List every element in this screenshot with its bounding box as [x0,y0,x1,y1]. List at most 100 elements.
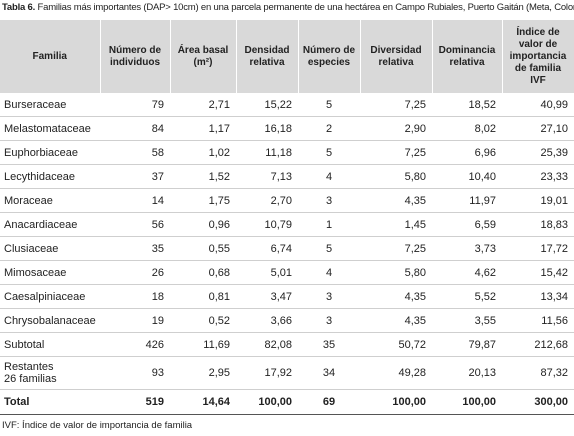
header-cell: Número de especies [298,20,361,93]
table-cell: 1,02 [170,140,236,165]
table-cell: 2 [298,116,360,141]
table-cell: Melastomataceae [0,116,100,141]
table-cell: 3 [298,284,360,309]
table-cell: Moraceae [0,188,100,213]
table-row: Melastomataceae 84 1,17 16,18 2 2,90 8,02 27,10 [0,116,574,141]
table-cell: 5 [298,140,360,165]
table-cell: 35 [100,236,170,261]
table-cell: 5 [298,236,360,261]
table-cell: 0,52 [170,308,236,333]
cell-line: 26 familias [4,373,57,385]
table-cell: 7,25 [360,236,432,261]
table-row: Clusiaceae 35 0,55 6,74 5 7,25 3,73 17,72 [0,236,574,261]
table-cell: 25,39 [502,140,574,165]
table-cell: 15,42 [502,260,574,285]
table-cell: 4 [298,260,360,285]
table-cell: 14,64 [170,389,236,415]
footnote: IVF: Índice de valor de importancia de f… [2,420,193,431]
table-cell: 212,68 [502,332,574,357]
table-row: Subtotal 426 11,69 82,08 35 50,72 79,87 212,68 [0,332,574,357]
cell-line: Restantes [4,361,54,373]
header-cell: Área basal (m²) [170,20,237,93]
table: Familia Número de individuos Área basal (m… [0,20,574,415]
table-cell: 1,17 [170,116,236,141]
table-cell: 519 [100,389,170,415]
table-row: Caesalpiniaceae 18 0,81 3,47 3 4,35 5,52 13,34 [0,284,574,309]
table-cell: Chrysobalanaceae [0,308,100,333]
table-cell: Total [0,389,100,415]
table-cell: 23,33 [502,164,574,189]
table-cell: 7,25 [360,140,432,165]
table-cell: 3,66 [236,308,298,333]
header-cell: Índice de valor de importancia de famili… [502,20,574,93]
table-cell: 100,00 [360,389,432,415]
table-cell: 5,52 [432,284,502,309]
table-cell: 7,25 [360,93,432,117]
table-cell: 4,62 [432,260,502,285]
table-cell: 0,68 [170,260,236,285]
table-cell: 2,90 [360,116,432,141]
header-cell: Familia [0,20,101,93]
table-cell: 4,35 [360,188,432,213]
table-cell: 100,00 [236,389,298,415]
table-cell: 2,71 [170,93,236,117]
table-cell: 11,18 [236,140,298,165]
table-cell: 49,28 [360,356,432,390]
table-cell: 82,08 [236,332,298,357]
table-cell: Burseraceae [0,93,100,117]
table-cell: 10,40 [432,164,502,189]
table-cell: 5,80 [360,164,432,189]
table-cell: Anacardiaceae [0,212,100,237]
table-cell: 50,72 [360,332,432,357]
table-cell: Caesalpiniaceae [0,284,100,309]
table-cell: 79 [100,93,170,117]
table-cell: 300,00 [502,389,574,415]
table-cell: Subtotal [0,332,100,357]
table-body: Burseraceae 79 2,71 15,22 5 7,25 18,52 40,99 Mel… [0,93,574,415]
header-row: Familia Número de individuos Área basal (m… [0,20,574,93]
table-cell: Euphorbiaceae [0,140,100,165]
table-cell: 19,01 [502,188,574,213]
table-cell: 10,79 [236,212,298,237]
table-cell: 3,55 [432,308,502,333]
table-cell: 16,18 [236,116,298,141]
header-cell: Diversidad relativa [360,20,433,93]
table-row: Euphorbiaceae 58 1,02 11,18 5 7,25 6,96 25,39 [0,140,574,165]
table-cell: 11,56 [502,308,574,333]
table-cell: 56 [100,212,170,237]
table-cell: Restantes 26 familias [0,356,100,390]
table-cell: 40,99 [502,93,574,117]
table-cell: 3 [298,308,360,333]
table-cell: 35 [298,332,360,357]
table-cell: 426 [100,332,170,357]
table-cell: 14 [100,188,170,213]
header-cell: Dominancia relativa [432,20,503,93]
table-cell: Clusiaceae [0,236,100,261]
table-cell: 11,97 [432,188,502,213]
table-cell: 15,22 [236,93,298,117]
title-text: Familias más importantes (DAP> 10cm) en … [37,2,574,13]
table-cell: 34 [298,356,360,390]
table-cell: 18,52 [432,93,502,117]
table-cell: 58 [100,140,170,165]
table-cell: 19 [100,308,170,333]
table-cell: 100,00 [432,389,502,415]
table-cell: 6,74 [236,236,298,261]
table-cell: 2,95 [170,356,236,390]
table-cell: 6,59 [432,212,502,237]
table-row: Restantes 26 familias 93 2,95 17,92 34 49,28 20… [0,356,574,390]
table-cell: 7,13 [236,164,298,189]
table-cell: 3,73 [432,236,502,261]
table-title: Tabla 6. Familias más importantes (DAP> … [2,2,574,13]
table-row: Anacardiaceae 56 0,96 10,79 1 1,45 6,59 18,83 [0,212,574,237]
table-cell: 0,96 [170,212,236,237]
table-cell: 87,32 [502,356,574,390]
table-row: Mimosaceae 26 0,68 5,01 4 5,80 4,62 15,42 [0,260,574,285]
table-cell: 37 [100,164,170,189]
header-cell: Número de individuos [100,20,171,93]
table-row: Total 519 14,64 100,00 69 100,00 100,00 300,00 [0,389,574,415]
table-row: Moraceae 14 1,75 2,70 3 4,35 11,97 19,01 [0,188,574,213]
table-cell: 27,10 [502,116,574,141]
table-cell: 5 [298,93,360,117]
